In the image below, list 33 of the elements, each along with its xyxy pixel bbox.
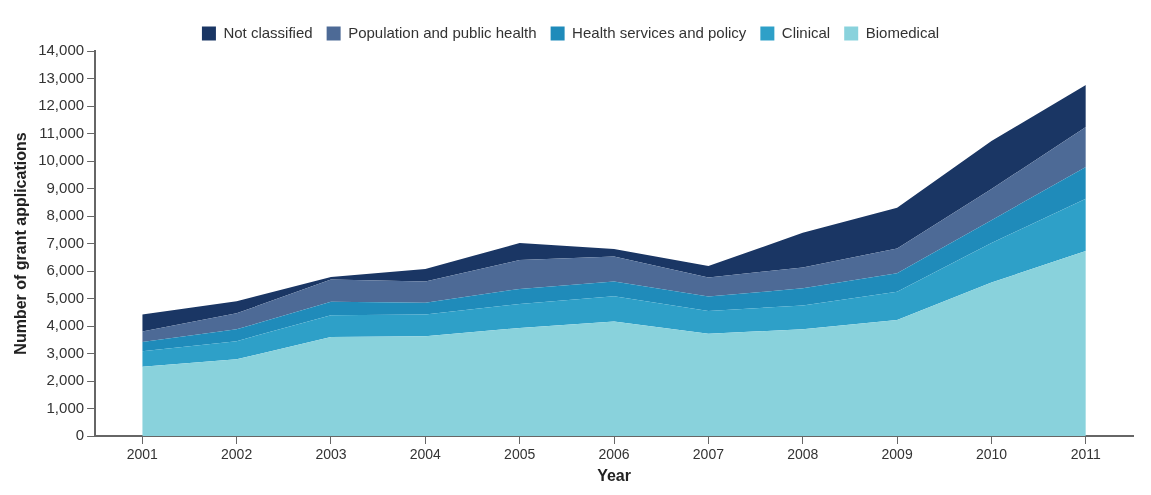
y-tick-label: 4,000 bbox=[46, 316, 85, 334]
y-tick-label: 12,000 bbox=[38, 96, 85, 114]
x-axis-title: Year bbox=[597, 466, 631, 484]
legend-label: Not classified bbox=[223, 23, 313, 41]
x-tick-label: 2008 bbox=[787, 446, 819, 463]
y-tick-label: 5,000 bbox=[46, 288, 85, 306]
y-tick-label: 0 bbox=[75, 426, 85, 444]
y-tick-label: 14,000 bbox=[38, 41, 85, 59]
x-tick-label: 2009 bbox=[881, 446, 913, 463]
x-tick-label: 2005 bbox=[504, 446, 536, 463]
y-tick-label: 6,000 bbox=[46, 261, 85, 279]
x-tick-label: 2003 bbox=[315, 446, 347, 463]
y-axis-title: Number of grant applications bbox=[12, 132, 30, 355]
legend-label: Population and public health bbox=[348, 23, 537, 41]
x-tick-label: 2011 bbox=[1070, 446, 1102, 463]
x-tick-label: 2002 bbox=[221, 446, 253, 463]
x-tick-label: 2010 bbox=[975, 446, 1008, 463]
x-tick-label: 2001 bbox=[126, 446, 159, 463]
y-tick-label: 10,000 bbox=[38, 151, 85, 169]
y-tick-label: 11,000 bbox=[39, 123, 85, 141]
y-tick-label: 2,000 bbox=[46, 371, 85, 389]
y-tick-label: 1,000 bbox=[46, 398, 85, 416]
y-tick-label: 3,000 bbox=[46, 343, 85, 361]
x-tick-label: 2004 bbox=[409, 446, 442, 463]
legend-label: Clinical bbox=[781, 23, 831, 41]
y-tick-label: 7,000 bbox=[46, 233, 85, 251]
y-tick-label: 8,000 bbox=[46, 206, 85, 224]
legend-label: Health services and policy bbox=[572, 23, 747, 41]
y-tick-label: 9,000 bbox=[46, 178, 85, 196]
y-tick-label: 13,000 bbox=[38, 68, 85, 86]
x-tick-label: 2007 bbox=[692, 446, 725, 463]
x-tick-label: 2006 bbox=[598, 446, 630, 463]
legend-label: Biomedical bbox=[865, 23, 940, 41]
